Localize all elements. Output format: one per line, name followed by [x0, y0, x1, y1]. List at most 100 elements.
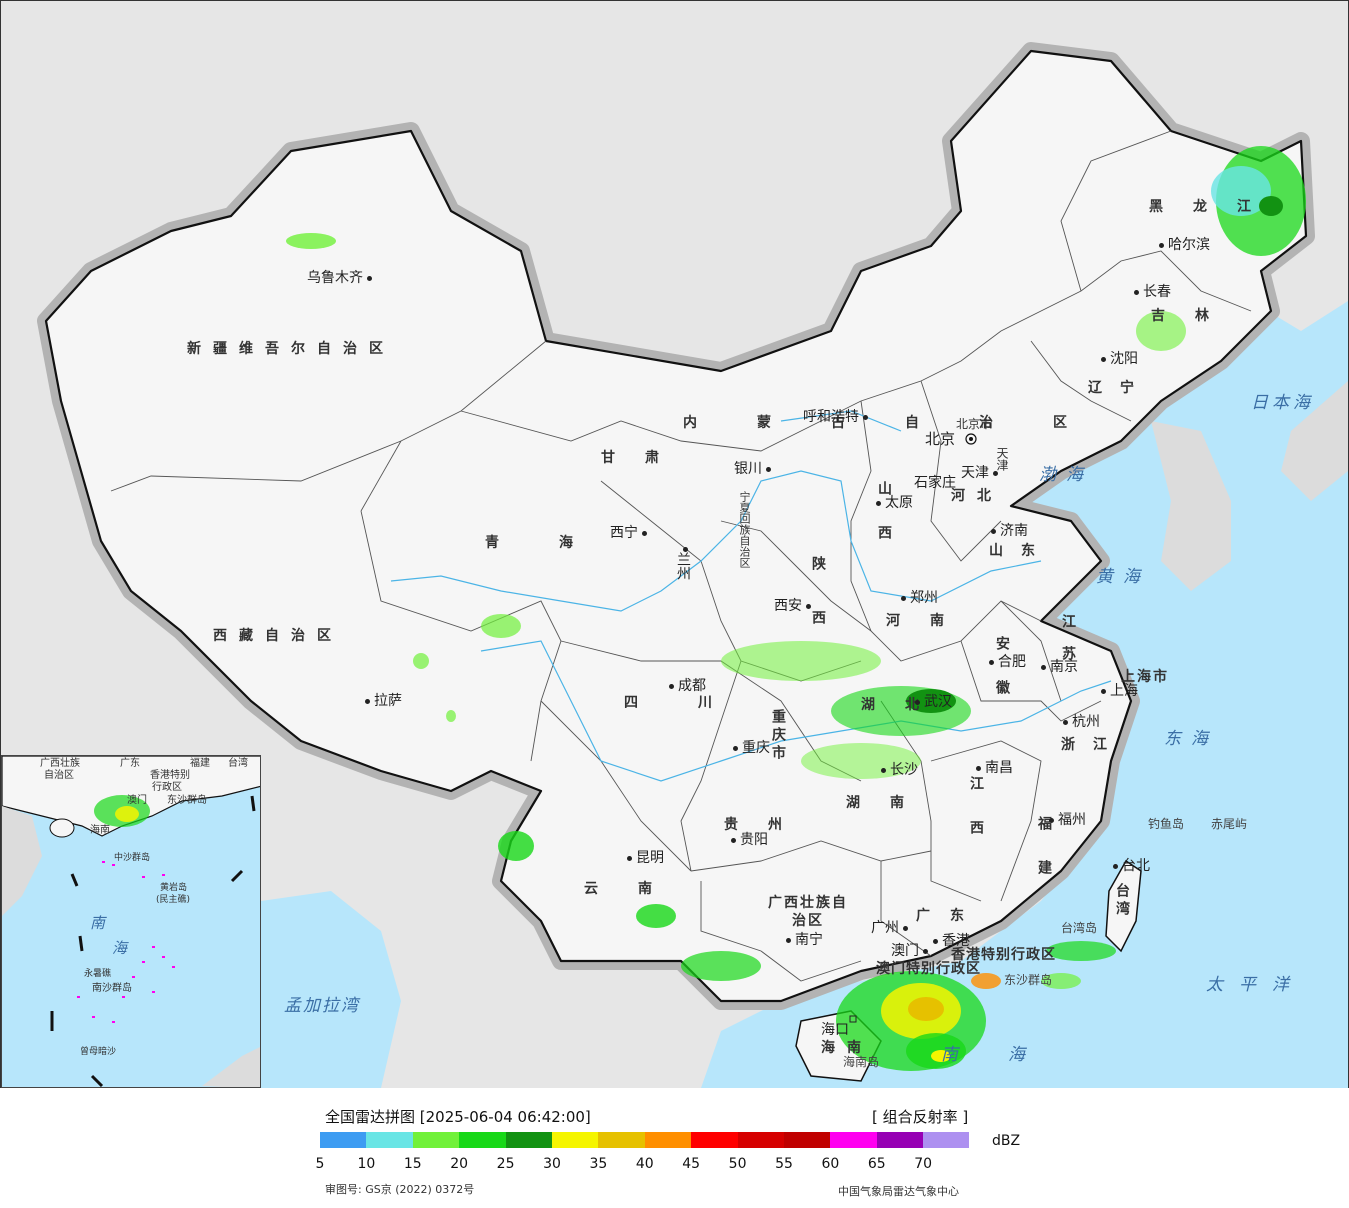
legend-colorbar — [320, 1132, 970, 1148]
city-shanghai: 上海 — [1101, 684, 1138, 698]
legend-swatch-5 — [551, 1132, 599, 1148]
sea-bohai: 渤海 — [1039, 465, 1093, 485]
city-beijing: 北京 — [925, 430, 956, 448]
legend-tick-8: 45 — [682, 1156, 701, 1172]
sea-nanhai: 南海 — [941, 1045, 1075, 1065]
legend-tick-6: 35 — [589, 1156, 608, 1172]
legend-tick-11: 60 — [821, 1156, 840, 1172]
island-hainan: 海南岛 — [843, 1055, 880, 1069]
province-borders — [110, 130, 1252, 982]
province-gansu: 甘肃 — [601, 450, 689, 466]
legend-swatch-3 — [459, 1132, 506, 1148]
city-tianjin: 天津 — [961, 466, 998, 480]
legend-tick-3: 20 — [450, 1156, 469, 1172]
legend-swatch-12 — [876, 1132, 924, 1148]
legend-tick-9: 50 — [728, 1156, 747, 1172]
city-jinan: 济南 — [991, 524, 1028, 538]
province-tianjin: 天津 — [995, 447, 1009, 471]
hainan-marker-icon — [849, 1015, 857, 1023]
sea-pacific: 太平洋 — [1206, 975, 1305, 995]
city-taiyuan: 太原 — [876, 496, 913, 510]
province-chongqing: 重庆市 — [770, 709, 786, 763]
province-hongkong: 香港特别行政区 — [951, 947, 1056, 963]
legend-tick-1: 10 — [357, 1156, 376, 1172]
island-taiwan: 台湾岛 — [1061, 921, 1098, 935]
province-anhui: 安徽 — [994, 636, 1010, 724]
city-shijiazhuang: 石家庄 — [914, 475, 956, 491]
city-macau: 澳门 — [891, 944, 928, 958]
legend-tick-13: 70 — [914, 1156, 933, 1172]
city-nanjing: 南京 — [1041, 660, 1078, 674]
legend-tick-5: 30 — [543, 1156, 561, 1172]
province-heilongjiang: 黑龙江 — [1149, 199, 1281, 215]
province-xizang: 西藏自治区 — [213, 628, 343, 644]
city-hohhot: 呼和浩特 — [803, 410, 868, 424]
inset-label-yongshu: 永暑礁 — [84, 969, 112, 979]
province-guangxi: 广西壮族自治区 — [768, 895, 848, 930]
legend-swatch-10 — [783, 1132, 831, 1148]
inset-label-minzhujiao: (民主礁) — [156, 895, 191, 905]
city-fuzhou: 福州 — [1049, 813, 1086, 827]
legend-swatch-8 — [691, 1132, 738, 1148]
city-shenyang: 沈阳 — [1101, 352, 1138, 366]
province-xinjiang: 新疆维吾尔自治区 — [187, 341, 395, 357]
province-hebei: 河北 — [951, 488, 1003, 504]
legend-swatch-2 — [412, 1132, 460, 1148]
radar-map: 新疆维吾尔自治区 西藏自治区 青海 甘肃 内蒙古自治区 黑龙江 吉林 辽宁 河北… — [0, 0, 1349, 1089]
sea-huanghai: 黄海 — [1096, 567, 1150, 587]
beijing-capital-dot — [969, 437, 973, 441]
province-hubei: 湖北 — [861, 697, 949, 713]
city-changchun: 长春 — [1134, 285, 1171, 299]
city-chongqing: 重庆 — [733, 741, 770, 755]
city-changsha: 长沙 — [881, 763, 918, 777]
legend-tick-4: 25 — [496, 1156, 515, 1172]
province-jilin: 吉林 — [1151, 308, 1239, 324]
province-ningxia: 宁夏回族自治区 — [738, 491, 751, 568]
legend: 全国雷达拼图 [2025-06-04 06:42:00] [ 组合反射率 ] d… — [0, 1088, 1349, 1208]
island-diaoyu: 钓鱼岛 — [1148, 817, 1185, 831]
city-wuhan: 武汉 — [915, 695, 952, 709]
province-macau: 澳门特别行政区 — [876, 961, 981, 977]
inset-label-xingzhengqu: 行政区 — [152, 782, 182, 793]
province-henan: 河南 — [886, 613, 974, 629]
inset-label-fujian: 福建 — [190, 758, 210, 769]
sea-japan: 日本海 — [1251, 393, 1314, 413]
province-guizhou: 贵州 — [724, 817, 812, 833]
city-harbin: 哈尔滨 — [1159, 238, 1210, 252]
land-korea — [1151, 421, 1231, 591]
inset-label-macau: 澳门 — [127, 795, 147, 806]
legend-unit: dBZ — [992, 1133, 1021, 1149]
province-qinghai: 青海 — [485, 535, 633, 551]
legend-swatch-6 — [598, 1132, 645, 1148]
inset-label-nan: 南 — [90, 914, 116, 932]
city-haikou: 海口 — [821, 1022, 849, 1038]
legend-swatch-11 — [830, 1132, 877, 1148]
data-source: 中国气象局雷达气象中心 — [838, 1185, 959, 1198]
island-dongsha: 东沙群岛 — [1004, 973, 1053, 987]
legend-tick-10: 55 — [775, 1156, 793, 1172]
province-guangdong: 广东 — [916, 908, 984, 924]
province-taiwan: 台湾 — [1114, 883, 1130, 919]
province-shandong: 山东 — [989, 543, 1053, 559]
inset-label-hai: 海 — [112, 939, 138, 957]
legend-tick-7: 40 — [635, 1156, 654, 1172]
legend-swatch-13 — [923, 1132, 970, 1148]
city-guangzhou: 广州 — [871, 921, 908, 935]
city-yinchuan: 银川 — [734, 462, 771, 476]
beijing-capital-icon — [965, 433, 977, 445]
city-zhengzhou: 郑州 — [901, 591, 938, 605]
city-chengdu: 成都 — [669, 679, 706, 693]
sea-donghai: 东海 — [1164, 729, 1218, 749]
legend-tick-12: 65 — [867, 1156, 886, 1172]
city-taipei: 台北 — [1113, 859, 1150, 873]
inset-label-dongsha: 东沙群岛 — [167, 795, 207, 806]
province-jiangxi: 江西 — [968, 776, 984, 864]
inset-label-guangxi: 广西壮族 — [40, 758, 80, 769]
inset-label-taiwan: 台湾 — [228, 758, 248, 769]
province-shaanxi: 陕西 — [810, 556, 826, 664]
legend-product: [ 组合反射率 ] — [872, 1108, 969, 1126]
city-xining: 西宁 — [610, 526, 647, 540]
legend-swatch-4 — [505, 1132, 552, 1148]
inset-canvas — [2, 756, 260, 1087]
map-approval-number: 审图号: GS京 (2022) 0372号 — [325, 1183, 475, 1196]
